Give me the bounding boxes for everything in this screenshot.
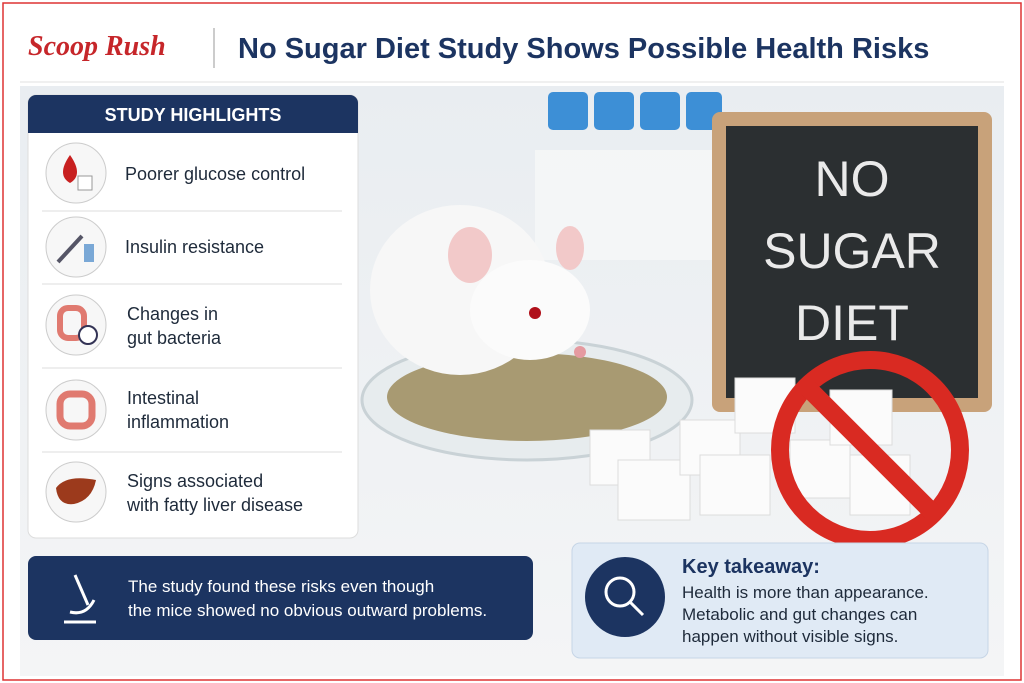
takeaway-icon <box>585 557 665 637</box>
highlight-text: Intestinal <box>127 388 199 408</box>
magnifier-glyph <box>604 576 645 617</box>
takeaway-line: happen without visible signs. <box>682 627 898 646</box>
sign-line: DIET <box>795 295 909 351</box>
note-text: The study found these risks even though … <box>128 577 487 620</box>
highlight-text: with fatty liver disease <box>126 495 303 515</box>
sign-text: NO SUGAR DIET <box>763 151 941 351</box>
headline: No Sugar Diet Study Shows Possible Healt… <box>238 33 929 65</box>
highlight-texts: Poorer glucose control Insulin resistanc… <box>125 164 305 515</box>
item-icons <box>45 142 107 523</box>
takeaway-text: Health is more than appearance. Metaboli… <box>682 583 929 646</box>
takeaway-line: Metabolic and gut changes can <box>682 605 917 624</box>
takeaway-title: Key takeaway: <box>682 556 820 578</box>
highlights-header <box>28 95 358 133</box>
mouse <box>370 205 590 375</box>
highlight-text: inflammation <box>127 412 229 432</box>
highlight-text: Poorer glucose control <box>125 164 305 184</box>
no-sign <box>771 351 969 549</box>
sign-line: SUGAR <box>763 223 941 279</box>
highlight-text: Insulin resistance <box>125 237 264 257</box>
note-line: the mice showed no obvious outward probl… <box>128 601 487 620</box>
test-tubes <box>535 92 725 260</box>
sign-line: NO <box>815 151 890 207</box>
sugar-cubes <box>589 377 911 521</box>
takeaway-panel <box>571 542 989 659</box>
highlight-text: gut bacteria <box>127 328 222 348</box>
item-separators <box>42 210 342 453</box>
note-panel <box>28 556 533 640</box>
note-line: The study found these risks even though <box>128 577 434 596</box>
highlight-text: Changes in <box>127 304 218 324</box>
highlights-title: STUDY HIGHLIGHTS <box>105 105 282 125</box>
highlight-text: Signs associated <box>127 471 263 491</box>
takeaway-line: Health is more than appearance. <box>682 583 929 602</box>
microscope-icon <box>64 574 96 624</box>
brand: Scoop Rush <box>28 31 166 62</box>
